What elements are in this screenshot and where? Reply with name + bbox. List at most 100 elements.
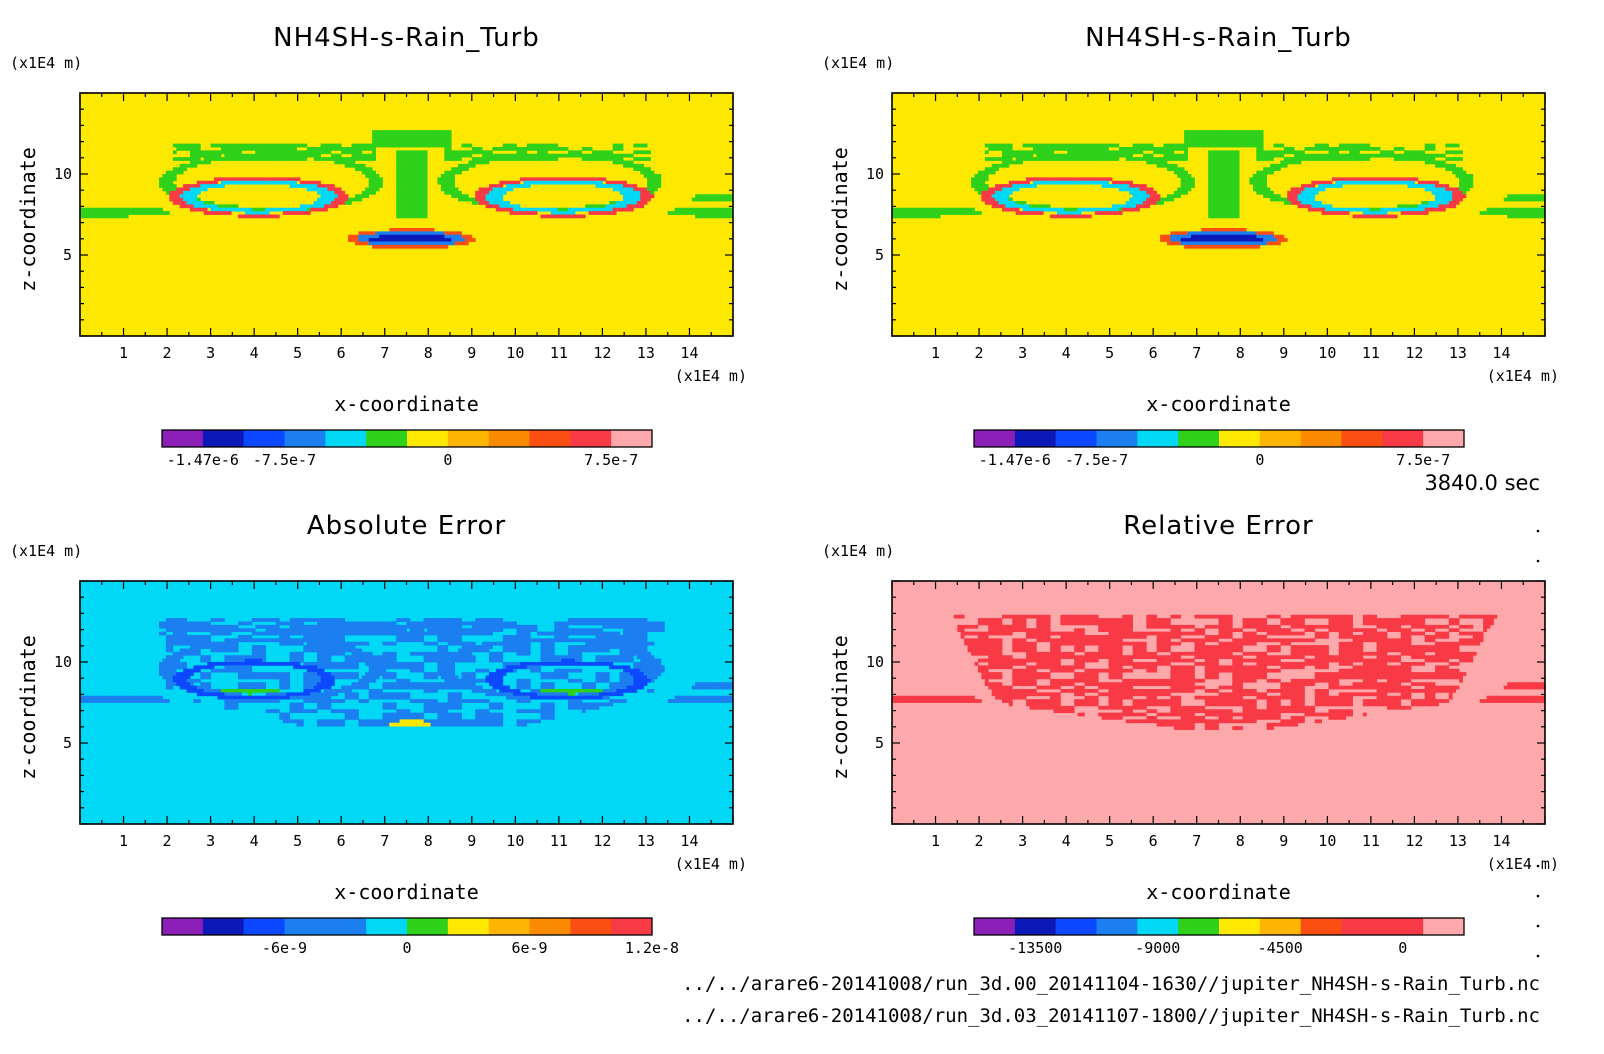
heatmap-cell — [385, 244, 390, 249]
heatmap-cell — [354, 628, 359, 633]
heatmap-cell — [1307, 187, 1312, 192]
heatmap-cell — [540, 180, 545, 185]
heatmap-cell — [1249, 130, 1254, 134]
heatmap-cell — [506, 180, 511, 185]
heatmap-cell — [1441, 194, 1446, 199]
heatmap-cell — [488, 621, 493, 626]
heatmap-cell — [255, 177, 260, 182]
heatmap-cell — [427, 143, 431, 148]
heatmap-cell — [238, 214, 242, 219]
heatmap-cell — [365, 631, 370, 636]
heatmap-cell — [1215, 238, 1219, 242]
heatmap-cell — [1252, 187, 1257, 192]
heatmap-cell — [478, 631, 483, 636]
heatmap-cell — [1039, 150, 1044, 155]
heatmap-cell — [499, 628, 504, 633]
heatmap-cell — [124, 211, 129, 215]
heatmap-cell — [241, 635, 246, 639]
heatmap-cell — [1105, 180, 1109, 185]
heatmap-cell — [464, 241, 469, 246]
heatmap-cell — [475, 190, 480, 195]
heatmap-cell — [396, 628, 401, 633]
heatmap-cell — [619, 651, 624, 656]
heatmap-cell — [1008, 143, 1013, 148]
heatmap-cell — [898, 207, 903, 212]
heatmap-cell — [1397, 204, 1402, 209]
heatmap-cell — [244, 177, 249, 182]
heatmap-cell — [1307, 153, 1312, 158]
heatmap-cell — [1294, 201, 1298, 205]
colorbar-swatch — [529, 430, 571, 447]
heatmap-cell — [499, 207, 504, 212]
heatmap-cell — [365, 194, 370, 199]
heatmap-cell — [1235, 143, 1240, 148]
heatmap-cell — [406, 180, 411, 185]
heatmap-cell — [543, 153, 548, 158]
heatmap-cell — [485, 160, 490, 165]
heatmap-cell — [172, 631, 177, 636]
heatmap-cell — [458, 621, 462, 626]
heatmap-cell — [509, 153, 514, 158]
heatmap-cell — [196, 153, 201, 158]
heatmap-cell — [1280, 143, 1285, 148]
heatmap-cell — [640, 204, 645, 209]
heatmap-cell — [1524, 214, 1529, 219]
heatmap-cell — [220, 180, 225, 185]
heatmap-cell — [1349, 147, 1353, 151]
heatmap-cell — [210, 180, 215, 185]
heatmap-cell — [571, 180, 576, 185]
heatmap-cell — [399, 170, 404, 175]
heatmap-cell — [1208, 214, 1213, 219]
heatmap-cell — [1538, 194, 1542, 199]
heatmap-cell — [279, 638, 284, 643]
heatmap-cell — [1111, 207, 1116, 212]
heatmap-cell — [227, 624, 232, 629]
heatmap-cell — [1431, 157, 1436, 161]
heatmap-cell — [1325, 211, 1329, 215]
heatmap-cell — [571, 631, 576, 636]
heatmap-cell — [1445, 197, 1450, 202]
heatmap-cell — [368, 157, 373, 161]
heatmap-cell — [629, 204, 634, 209]
heatmap-cell — [509, 211, 514, 215]
heatmap-cell — [1294, 197, 1298, 202]
heatmap-cell — [1410, 157, 1415, 161]
heatmap-cell — [437, 180, 442, 185]
heatmap-cell — [616, 207, 620, 212]
heatmap-cell — [258, 211, 263, 215]
heatmap-cell — [1410, 150, 1415, 155]
heatmap-cell — [406, 160, 411, 165]
heatmap-cell — [165, 628, 170, 633]
heatmap-cell — [568, 150, 572, 155]
heatmap-cell — [530, 211, 535, 215]
heatmap-cell — [203, 204, 208, 209]
heatmap-cell — [186, 648, 191, 653]
heatmap-cell — [179, 163, 184, 168]
heatmap-cell — [619, 635, 624, 639]
heatmap-cell — [1252, 130, 1257, 134]
heatmap-cell — [471, 624, 476, 629]
heatmap-cell — [605, 153, 610, 158]
heatmap-cell — [568, 631, 572, 636]
colorbar-label: 7.5e-7 — [1396, 451, 1450, 469]
heatmap-cell — [220, 150, 225, 155]
heatmap-cell — [444, 180, 449, 185]
heatmap-cell — [1345, 153, 1350, 158]
heatmap-cell — [1318, 153, 1323, 158]
heatmap-cell — [203, 153, 208, 158]
heatmap-cell — [981, 174, 986, 178]
heatmap-cell — [413, 197, 418, 202]
heatmap-cell — [702, 211, 706, 215]
heatmap-cell — [351, 641, 356, 646]
heatmap-cell — [1297, 194, 1302, 199]
heatmap-cell — [554, 624, 559, 629]
heatmap-cell — [1345, 211, 1350, 215]
heatmap-cell — [1208, 211, 1213, 215]
heatmap-cell — [1108, 157, 1113, 161]
heatmap-cell — [1125, 201, 1130, 205]
heatmap-cell — [478, 621, 483, 626]
heatmap-cell — [361, 628, 366, 633]
heatmap-cell — [1441, 190, 1446, 195]
heatmap-cell — [413, 153, 418, 158]
heatmap-cell — [478, 624, 483, 629]
